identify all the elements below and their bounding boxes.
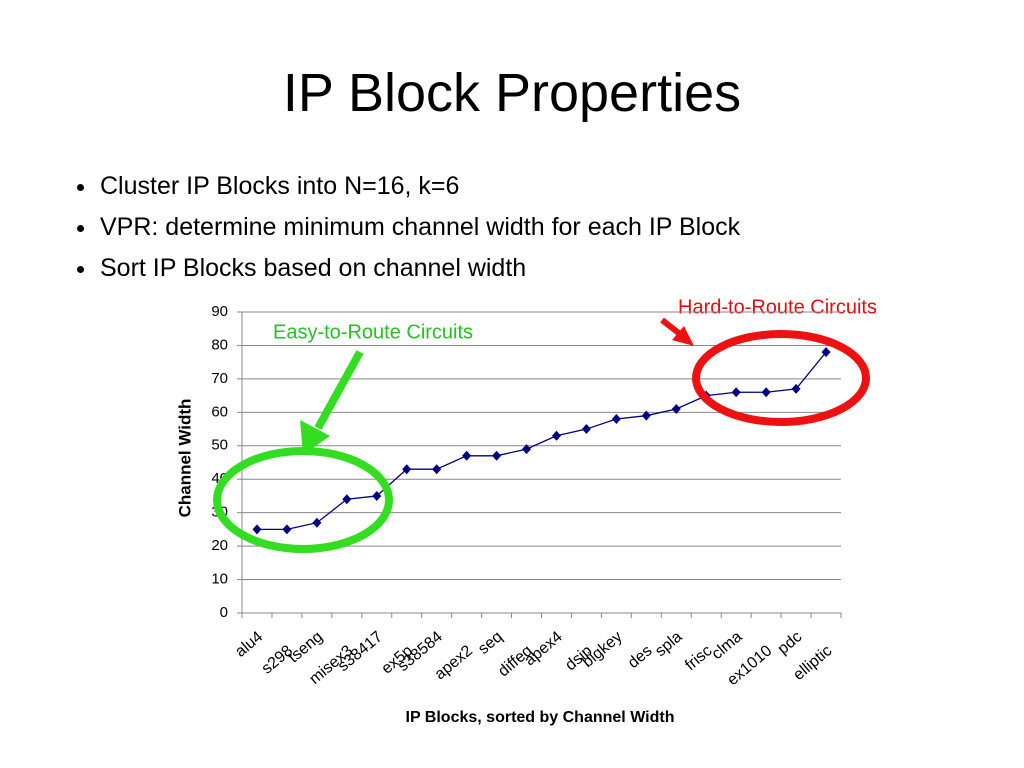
- data-point: [731, 387, 741, 398]
- x-tick-label: alu4: [232, 628, 266, 661]
- data-point: [252, 524, 262, 535]
- data-point: [372, 490, 382, 501]
- x-tick-label: apex2: [432, 642, 476, 683]
- data-point: [312, 517, 322, 528]
- bullet: VPR: determine minimum channel width for…: [98, 213, 740, 242]
- y-tick-label: 50: [211, 437, 228, 454]
- data-point: [761, 387, 771, 398]
- x-tick-label: frisc: [682, 642, 715, 674]
- x-axis-title: IP Blocks, sorted by Channel Width: [406, 709, 675, 726]
- annotation: Easy-to-Route Circuits: [273, 321, 473, 343]
- data-point: [611, 414, 621, 425]
- x-tick-label: seq: [475, 628, 506, 658]
- data-point: [282, 524, 292, 535]
- data-point: [551, 430, 561, 441]
- x-tick-label: clma: [709, 628, 746, 663]
- data-point: [581, 424, 591, 435]
- slide-title: IP Block Properties: [282, 63, 742, 123]
- data-point: [432, 464, 442, 475]
- y-tick-label: 0: [220, 604, 228, 621]
- data-line: [256, 351, 827, 531]
- bullet-list: Cluster IP Blocks into N=16, k=6 VPR: de…: [62, 172, 740, 295]
- arrow: [660, 317, 682, 337]
- data-point: [462, 450, 472, 461]
- arrow: [314, 350, 364, 430]
- bullet: Sort IP Blocks based on channel width: [98, 254, 740, 283]
- y-tick-label: 80: [211, 336, 228, 353]
- data-point: [522, 444, 532, 455]
- arrow-head: [300, 420, 330, 455]
- x-tick-label: spla: [652, 628, 685, 660]
- data-point: [492, 450, 502, 461]
- y-tick-label: 20: [211, 537, 228, 554]
- x-tick-label: des: [625, 642, 656, 672]
- x-tick-label: pdc: [775, 628, 806, 658]
- y-tick-label: 60: [211, 403, 228, 420]
- y-tick-label: 10: [211, 571, 228, 588]
- data-point: [342, 494, 352, 505]
- x-tick-label: tseng: [285, 628, 326, 666]
- data-point: [821, 347, 831, 358]
- highlight-ellipse: [692, 330, 870, 426]
- bullet: Cluster IP Blocks into N=16, k=6: [98, 172, 740, 201]
- annotation: Hard-to-Route Circuits: [678, 296, 877, 318]
- x-tick-label: elliptic: [790, 642, 835, 684]
- highlight-ellipse: [213, 447, 393, 553]
- data-point: [402, 464, 412, 475]
- data-point: [641, 410, 651, 421]
- arrow-head: [672, 326, 694, 346]
- y-tick-label: 90: [211, 303, 228, 320]
- data-point: [791, 383, 801, 394]
- data-point: [671, 403, 681, 414]
- y-axis-title: Channel Width: [175, 399, 194, 518]
- y-tick-label: 70: [211, 370, 228, 387]
